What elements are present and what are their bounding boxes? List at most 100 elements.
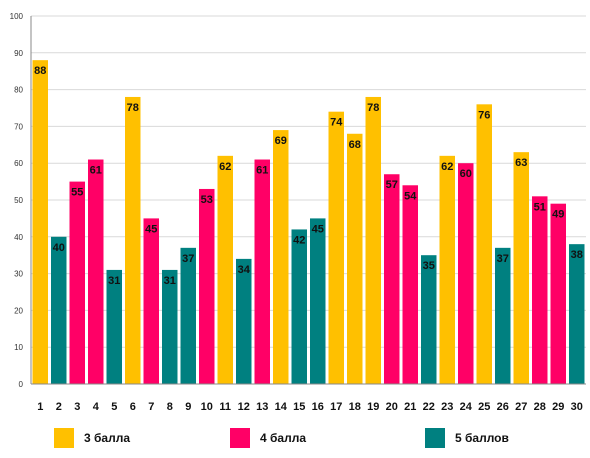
bars xyxy=(32,60,585,385)
data-label: 42 xyxy=(293,234,305,246)
x-tick-label: 16 xyxy=(312,401,324,413)
x-tick-label: 20 xyxy=(386,401,398,413)
bar xyxy=(236,258,252,384)
y-tick-label: 0 xyxy=(19,380,24,389)
y-tick-label: 40 xyxy=(14,233,23,242)
x-tick-label: 1 xyxy=(37,401,43,413)
data-label: 54 xyxy=(404,190,417,202)
data-label: 69 xyxy=(275,135,287,147)
y-tick-label: 50 xyxy=(14,196,23,205)
bar xyxy=(439,155,455,384)
data-label: 38 xyxy=(571,249,583,261)
bar xyxy=(88,159,104,384)
data-label: 37 xyxy=(182,253,194,265)
data-label: 62 xyxy=(441,161,453,173)
legend-label-5-ballov: 5 баллов xyxy=(455,431,509,445)
data-label: 61 xyxy=(256,165,268,177)
legend-item-5-ballov: 5 баллов xyxy=(425,428,509,448)
bar xyxy=(532,196,548,384)
x-tick-label: 21 xyxy=(404,401,416,413)
data-label: 49 xyxy=(552,209,564,221)
bar xyxy=(32,60,48,384)
data-label: 88 xyxy=(34,65,46,77)
data-label: 68 xyxy=(349,139,361,151)
legend-label-3-balla: 3 балла xyxy=(84,431,131,445)
x-tick-label: 25 xyxy=(478,401,490,413)
bar xyxy=(421,255,437,384)
data-label: 31 xyxy=(164,275,176,287)
data-label: 31 xyxy=(108,275,120,287)
bar xyxy=(495,247,511,384)
data-label: 61 xyxy=(90,165,102,177)
x-tick-label: 19 xyxy=(367,401,379,413)
x-tick-label: 4 xyxy=(93,401,100,413)
y-tick-label: 60 xyxy=(14,159,23,168)
data-label: 60 xyxy=(460,168,472,180)
bar xyxy=(254,159,270,384)
y-tick-label: 80 xyxy=(14,86,23,95)
data-label: 53 xyxy=(201,194,213,206)
x-tick-label: 27 xyxy=(515,401,527,413)
x-tick-label: 24 xyxy=(460,401,473,413)
bar xyxy=(310,218,326,384)
data-label: 40 xyxy=(53,242,65,254)
legend-label-4-balla: 4 балла xyxy=(260,431,307,445)
data-label: 57 xyxy=(386,179,398,191)
x-tick-label: 7 xyxy=(148,401,154,413)
x-tick-label: 22 xyxy=(423,401,435,413)
legend-swatch-3-balla xyxy=(54,428,74,448)
x-tick-label: 13 xyxy=(256,401,268,413)
bar xyxy=(217,155,233,384)
x-tick-label: 14 xyxy=(275,401,288,413)
x-tick-label: 11 xyxy=(219,401,231,413)
legend-swatch-5-ballov xyxy=(425,428,445,448)
y-tick-label: 70 xyxy=(14,122,23,131)
x-axis-ticks: 1 2 3 4 5 6 7 8 9 10 11 12 13 14 15 16 17 18 19 20 21 22 23 24 2… xyxy=(37,401,583,413)
bar xyxy=(550,203,566,384)
bar xyxy=(458,163,474,384)
x-tick-label: 6 xyxy=(130,401,136,413)
x-tick-label: 5 xyxy=(111,401,117,413)
bar xyxy=(291,229,307,384)
x-tick-label: 17 xyxy=(330,401,342,413)
bar xyxy=(106,269,122,384)
data-label: 51 xyxy=(534,201,546,213)
data-label: 37 xyxy=(497,253,509,265)
bar xyxy=(273,130,289,384)
y-tick-label: 20 xyxy=(14,306,23,315)
data-label: 34 xyxy=(238,264,251,276)
bar xyxy=(384,174,400,384)
x-tick-label: 30 xyxy=(571,401,583,413)
bar xyxy=(569,244,585,384)
legend-item-3-balla: 3 балла xyxy=(54,428,130,448)
x-tick-label: 12 xyxy=(238,401,250,413)
x-tick-label: 29 xyxy=(552,401,564,413)
grid-lines xyxy=(31,15,586,348)
data-labels: 88 40 55 61 31 78 45 31 37 53 62 34 61 69 42 45 74 68 78 57… xyxy=(34,65,583,287)
x-tick-label: 8 xyxy=(167,401,173,413)
bar xyxy=(162,269,178,384)
x-tick-label: 15 xyxy=(293,401,305,413)
data-label: 74 xyxy=(330,117,343,129)
bar xyxy=(513,152,529,384)
data-label: 45 xyxy=(312,223,324,235)
x-tick-label: 23 xyxy=(441,401,453,413)
data-label: 63 xyxy=(515,157,527,169)
bar xyxy=(328,111,344,385)
y-tick-label: 30 xyxy=(14,270,23,279)
x-tick-label: 28 xyxy=(534,401,546,413)
bar xyxy=(143,218,159,384)
data-label: 76 xyxy=(478,109,490,121)
data-label: 62 xyxy=(219,161,231,173)
bar xyxy=(51,236,67,384)
legend-swatch-4-balla xyxy=(230,428,250,448)
bar xyxy=(125,96,141,385)
bar xyxy=(476,104,492,384)
x-tick-label: 26 xyxy=(497,401,509,413)
x-tick-label: 3 xyxy=(74,401,80,413)
y-tick-label: 10 xyxy=(14,343,23,352)
y-tick-label: 100 xyxy=(10,12,24,21)
bar xyxy=(69,181,85,384)
bar xyxy=(402,185,418,384)
